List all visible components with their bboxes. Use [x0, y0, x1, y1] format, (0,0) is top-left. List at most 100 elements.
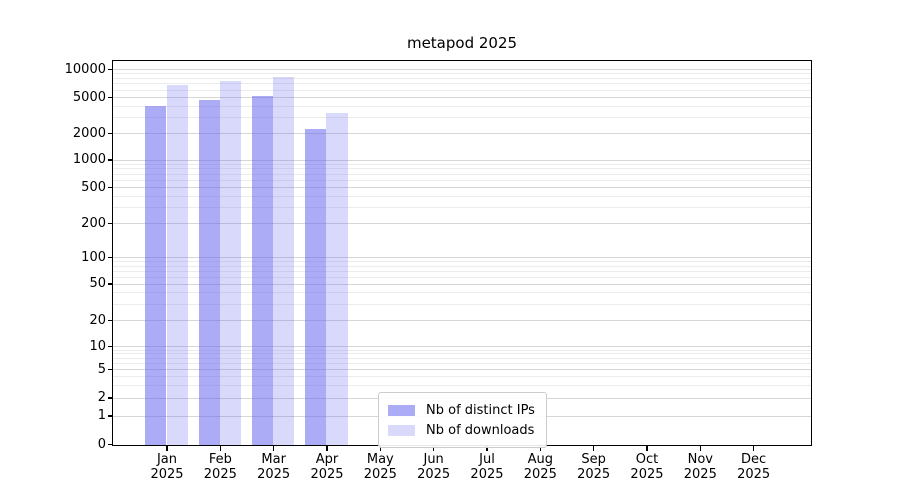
- y-tick-label: 500: [81, 179, 106, 195]
- y-tick-mark: [108, 159, 112, 161]
- x-tick-year: 2025: [257, 467, 291, 482]
- x-tick-month: Sep: [581, 452, 606, 467]
- grid-line: [113, 261, 811, 263]
- y-tick-label: 50: [89, 276, 106, 291]
- grid-line: [113, 89, 811, 91]
- x-tick-mark: [272, 446, 275, 451]
- grid-line: [113, 133, 811, 134]
- grid-line: [113, 362, 811, 364]
- y-tick-label: 200: [81, 215, 106, 231]
- grid-line: [113, 265, 811, 267]
- y-tick-mark: [108, 132, 112, 135]
- y-tick-mark: [108, 186, 112, 189]
- grid-line: [113, 292, 811, 294]
- y-tick-label: 2000: [72, 125, 106, 141]
- y-tick-mark: [108, 68, 112, 71]
- y-tick-label: 10: [89, 338, 106, 354]
- x-tick-year: 2025: [310, 467, 344, 482]
- grid-line: [113, 257, 811, 258]
- x-tick-label-jan: Jan 2025: [135, 452, 199, 482]
- y-tick-label: 5: [97, 361, 106, 377]
- x-tick-month: Jun: [423, 452, 444, 467]
- x-tick-month: Jan: [156, 452, 178, 467]
- y-tick-mark: [108, 96, 112, 99]
- grid-line: [113, 375, 811, 377]
- grid-line: [113, 173, 811, 175]
- grid-line: [113, 349, 811, 351]
- y-tick-label: 2: [97, 390, 106, 405]
- bar-distinct-ips-apr: [305, 128, 327, 445]
- y-tick-mark: [108, 256, 112, 259]
- legend-item-distinct-ips: Nb of distinct IPs: [388, 400, 535, 420]
- bar-distinct-ips-feb: [198, 99, 220, 445]
- grid-line: [113, 369, 811, 370]
- grid-line: [113, 353, 811, 355]
- x-tick-year: 2025: [150, 467, 184, 482]
- x-tick-year: 2025: [630, 467, 664, 482]
- x-tick-label-mar: Mar 2025: [242, 452, 306, 482]
- legend: Nb of distinct IPs Nb of downloads: [378, 392, 547, 448]
- x-tick-month: Mar: [261, 452, 286, 467]
- bar-distinct-ips-jan: [145, 105, 167, 445]
- x-tick-label-jun: Jun 2025: [402, 452, 466, 482]
- grid-line: [113, 117, 811, 119]
- x-tick-mark: [166, 446, 168, 451]
- x-tick-label-nov: Nov 2025: [668, 452, 732, 482]
- y-tick-label: 1: [97, 408, 106, 423]
- grid-line: [113, 187, 811, 188]
- x-tick-label-apr: Apr 2025: [295, 452, 359, 482]
- x-tick-month: Feb: [208, 452, 232, 467]
- x-tick-label-sep: Sep 2025: [562, 452, 626, 482]
- grid-line: [113, 276, 811, 278]
- grid-line: [113, 270, 811, 272]
- x-tick-mark: [432, 446, 435, 451]
- y-tick-mark: [108, 415, 112, 417]
- y-tick-label: 10000: [64, 61, 106, 77]
- x-tick-mark: [326, 446, 328, 451]
- y-tick-label: 1000: [72, 152, 106, 167]
- grid-line: [113, 384, 811, 386]
- x-tick-label-oct: Oct 2025: [615, 452, 679, 482]
- y-tick-label: 20: [89, 312, 106, 328]
- x-tick-year: 2025: [577, 467, 611, 482]
- x-tick-label-dec: Dec 2025: [722, 452, 786, 482]
- grid-line: [113, 346, 811, 347]
- x-tick-month: Apr: [315, 452, 339, 467]
- x-tick-month: Jul: [479, 452, 495, 467]
- x-tick-mark: [646, 446, 648, 451]
- x-tick-year: 2025: [737, 467, 771, 482]
- x-tick-year: 2025: [363, 467, 397, 482]
- bar-distinct-ips-mar: [251, 96, 274, 445]
- y-tick-mark: [108, 345, 112, 348]
- x-tick-year: 2025: [417, 467, 451, 482]
- grid-line: [113, 159, 811, 161]
- legend-item-downloads: Nb of downloads: [388, 420, 535, 440]
- x-tick-mark: [219, 446, 222, 451]
- legend-swatch-downloads: [388, 424, 415, 436]
- grid-line: [113, 207, 811, 209]
- bar-downloads-mar: [273, 76, 295, 445]
- x-tick-year: 2025: [683, 467, 717, 482]
- grid-line: [113, 69, 811, 70]
- grid-line: [113, 357, 811, 359]
- legend-swatch-distinct-ips: [388, 404, 415, 416]
- x-tick-month: Aug: [527, 452, 553, 467]
- plot-area: [112, 60, 812, 446]
- x-tick-label-jul: Jul 2025: [455, 452, 519, 482]
- grid-line: [113, 163, 811, 165]
- y-tick-mark: [108, 368, 112, 371]
- x-tick-label-may: May 2025: [348, 452, 412, 482]
- x-tick-month: Dec: [741, 452, 767, 467]
- legend-label-downloads: Nb of downloads: [426, 422, 535, 438]
- x-tick-mark: [699, 446, 701, 451]
- grid-line: [113, 78, 811, 80]
- chart-title: metapod 2025: [406, 34, 518, 52]
- grid-line: [113, 83, 811, 85]
- x-tick-month: Nov: [687, 452, 713, 467]
- x-tick-mark: [752, 446, 755, 451]
- y-tick-mark: [108, 222, 112, 225]
- grid-line: [113, 73, 811, 75]
- grid-line: [113, 168, 811, 170]
- x-tick-year: 2025: [203, 467, 237, 482]
- grid-line: [113, 179, 811, 181]
